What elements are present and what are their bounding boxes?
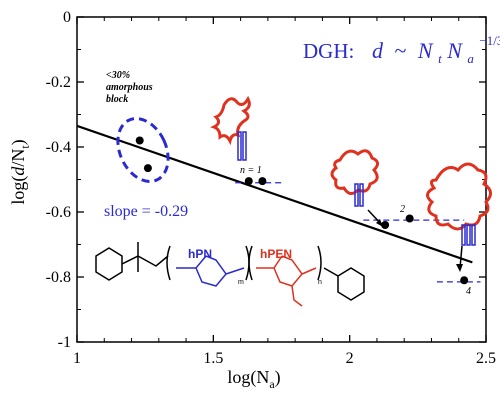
dgh-N2: N (446, 38, 463, 63)
dgh-N2-sub: a (467, 51, 474, 66)
schematic-n4 (426, 162, 492, 272)
dgh-N1: N (417, 38, 434, 63)
n2-label: 2 (400, 204, 405, 215)
n4-label: 4 (466, 286, 471, 297)
hpn-label: hPN (188, 247, 212, 261)
blue-block-n2 (354, 183, 359, 207)
plot-frame (76, 16, 487, 343)
y-tick-label: -0.8 (46, 269, 71, 286)
blue-block-n4c (471, 224, 476, 246)
amorphous-ellipse (116, 117, 170, 183)
cyclohexyl-left (95, 247, 123, 281)
amorphous-line2: amorphous (106, 82, 153, 93)
arrowhead-n4 (456, 264, 463, 272)
cyclohexyl-right (337, 267, 365, 301)
data-point (460, 276, 469, 285)
x-axis-title: log(Na) (227, 367, 280, 391)
x-tick-label: 2.5 (476, 350, 496, 367)
data-point (135, 136, 144, 145)
blue-block-n1b (242, 131, 247, 161)
y-title-sub: t (18, 145, 32, 149)
x-title-end: ) (275, 367, 281, 388)
y-tick-label: -0.6 (46, 204, 71, 221)
hpen-ring (256, 255, 317, 307)
dash-markers (235, 182, 481, 283)
x-tick-label: 2 (346, 350, 354, 367)
red-chain-n4 (426, 162, 492, 231)
dgh-exp: −1/3 (479, 33, 500, 48)
blue-block-n2b (359, 183, 364, 207)
axis-frame (76, 16, 487, 343)
x-tick-label: 1 (73, 350, 81, 367)
bracket-open (166, 245, 171, 281)
right-linker (323, 267, 339, 277)
x-title-main: log(N (227, 367, 269, 388)
data-point (405, 214, 414, 223)
bracket-close-n (317, 245, 322, 281)
blue-block-n4 (461, 224, 466, 246)
dgh-formula: d ~ N t N a −1/3 (372, 33, 500, 68)
fit-line (76, 124, 473, 264)
n1-label: n = 1 (240, 165, 262, 176)
axis-ticks: 1 1.5 2 2.5 0 -0.2 -0.4 -0.6 -0.8 -1 (46, 9, 496, 367)
y-tick-label: -1 (58, 334, 71, 351)
n-label: n (318, 279, 322, 286)
blue-block-n1 (237, 131, 242, 161)
data-points (135, 136, 469, 285)
y-title-end: ) (8, 139, 29, 145)
slope-label: slope = -0.29 (104, 203, 188, 220)
hpn-ring (176, 255, 245, 287)
y-tick-label: 0 (63, 9, 71, 26)
chemical-structure (95, 242, 365, 307)
dgh-d: d (372, 38, 384, 63)
x-tick-label: 1.5 (203, 350, 223, 367)
data-point (258, 177, 267, 186)
left-linker (121, 242, 169, 272)
fit-line-group (76, 124, 473, 264)
dgh-sim: ~ (395, 38, 407, 63)
bracket-open-2 (248, 245, 253, 281)
hpen-label: hPEN (260, 247, 292, 261)
y-axis-title: log(d/Nt) (8, 139, 32, 204)
amorphous-line1: <30% (106, 70, 130, 81)
y-tick-label: -0.4 (46, 139, 71, 156)
x-title-sub: a (269, 377, 275, 391)
red-chain-n2 (330, 149, 379, 195)
amorphous-line3: block (106, 94, 128, 105)
m-label: m (238, 279, 244, 286)
y-title-main: log( (8, 176, 29, 205)
y-tick-label: -0.2 (46, 74, 71, 91)
dgh-label: DGH: (303, 39, 354, 63)
y-title-slash: /N (8, 149, 28, 167)
data-point (381, 221, 390, 229)
blue-block-n4b (466, 224, 471, 246)
schematic-n1 (210, 95, 251, 161)
data-point (143, 164, 152, 173)
data-point (244, 177, 253, 186)
dgh-N1-sub: t (438, 51, 442, 66)
y-title-italic: d (8, 166, 28, 176)
red-chain-n1 (210, 95, 251, 146)
